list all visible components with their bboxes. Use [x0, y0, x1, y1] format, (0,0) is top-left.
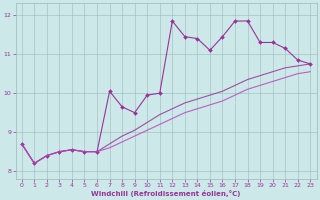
X-axis label: Windchill (Refroidissement éolien,°C): Windchill (Refroidissement éolien,°C): [91, 190, 241, 197]
